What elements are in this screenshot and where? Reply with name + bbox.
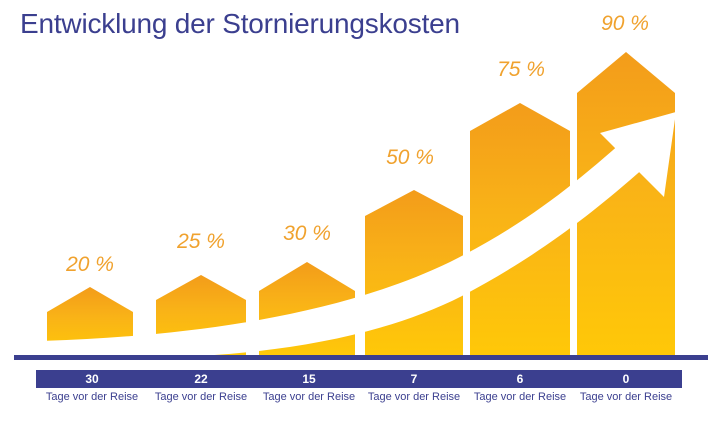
category-cell-22: 22 Tage vor der Reise [145, 370, 257, 403]
category-box-7: 7 [358, 370, 470, 388]
category-caption-22: Tage vor der Reise [154, 391, 248, 403]
value-label-6-tage: 75 % [497, 58, 545, 81]
x-axis-category-row: 30 Tage vor der Reise 22 Tage vor der Re… [0, 370, 722, 420]
category-cell-15: 15 Tage vor der Reise [253, 370, 365, 403]
category-box-0: 0 [570, 370, 682, 388]
value-label-0-tage: 90 % [601, 12, 649, 35]
category-cell-6: 6 Tage vor der Reise [464, 370, 576, 403]
value-label-30-tage: 20 % [66, 253, 114, 276]
value-label-15-tage: 30 % [283, 222, 331, 245]
category-cell-7: 7 Tage vor der Reise [358, 370, 470, 403]
category-caption-7: Tage vor der Reise [367, 391, 461, 403]
category-box-30: 30 [36, 370, 148, 388]
category-caption-0: Tage vor der Reise [579, 391, 673, 403]
value-label-22-tage: 25 % [177, 230, 225, 253]
category-box-22: 22 [145, 370, 257, 388]
value-label-7-tage: 50 % [386, 146, 434, 169]
category-cell-0: 0 Tage vor der Reise [570, 370, 682, 403]
category-cell-30: 30 Tage vor der Reise [36, 370, 148, 403]
growth-arrow-icon [47, 112, 675, 355]
page-title: Entwicklung der Stornierungskosten [20, 8, 460, 39]
category-box-6: 6 [464, 370, 576, 388]
category-box-15: 15 [253, 370, 365, 388]
category-caption-30: Tage vor der Reise [45, 391, 139, 403]
category-caption-15: Tage vor der Reise [262, 391, 356, 403]
category-caption-6: Tage vor der Reise [473, 391, 567, 403]
axis-baseline [14, 355, 708, 360]
